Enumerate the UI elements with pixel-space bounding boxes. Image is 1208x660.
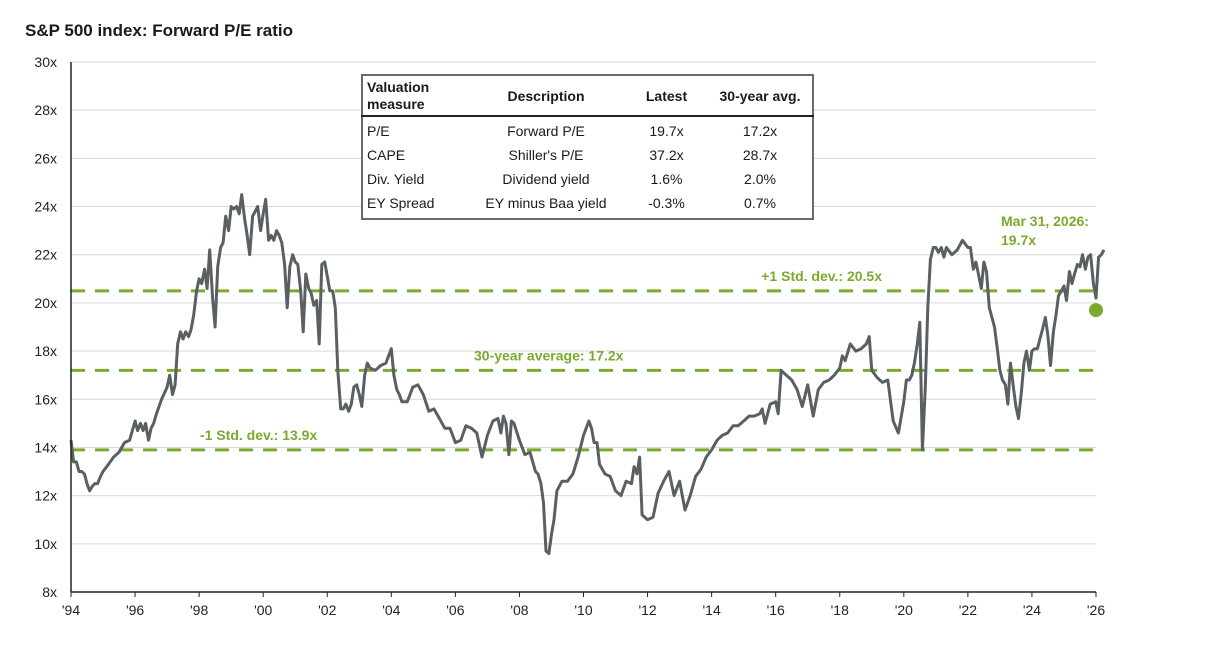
x-axis-ticks: '94 '96 '98 '00 '02 '04 '06 '08 '10 '12 '14 '16 '18 '… bbox=[62, 592, 1105, 618]
table-row: EY Spread EY minus Baa yield -0.3% 0.7% bbox=[362, 191, 813, 219]
x-tick-label: '20 bbox=[895, 602, 913, 618]
x-tick-label: '96 bbox=[126, 602, 144, 618]
table-header-row: Valuation measure Description Latest 30-… bbox=[362, 75, 813, 117]
x-tick-label: '24 bbox=[1023, 602, 1041, 618]
x-tick-label: '04 bbox=[382, 602, 400, 618]
series-line-forward-pe bbox=[69, 193, 1106, 555]
y-tick-label: 20x bbox=[34, 295, 57, 311]
x-tick-label: '06 bbox=[446, 602, 464, 618]
header-valuation-measure: Valuation measure bbox=[362, 75, 467, 117]
y-tick-label: 16x bbox=[34, 391, 57, 407]
x-tick-label: '14 bbox=[703, 602, 721, 618]
valuation-measures-table: Valuation measure Description Latest 30-… bbox=[361, 74, 814, 220]
cell-latest: -0.3% bbox=[648, 195, 685, 211]
x-tick-label: '94 bbox=[62, 602, 80, 618]
annotation-date-label: Mar 31, 2026: bbox=[1001, 213, 1089, 229]
y-axis-ticks: 8x 10x 12x 14x 16x 18x 20x 22x 24x 26x 28x 30x bbox=[34, 54, 57, 600]
latest-value-marker bbox=[1089, 303, 1103, 318]
header-description: Description bbox=[467, 75, 625, 117]
x-tick-label: '26 bbox=[1087, 602, 1105, 618]
cell-description: EY minus Baa yield bbox=[485, 195, 607, 211]
y-tick-label: 14x bbox=[34, 439, 57, 455]
y-tick-label: 26x bbox=[34, 150, 57, 166]
y-tick-label: 10x bbox=[34, 536, 57, 552]
cell-latest: 1.6% bbox=[650, 171, 683, 187]
cell-measure: EY Spread bbox=[367, 195, 435, 211]
latest-annotation: Mar 31, 2026: 19.7x bbox=[1001, 213, 1103, 318]
cell-avg: 0.7% bbox=[744, 195, 776, 211]
cell-measure: CAPE bbox=[367, 147, 406, 163]
reference-label-plus-one-std: +1 Std. dev.: 20.5x bbox=[761, 268, 882, 284]
table-row: CAPE Shiller's P/E 37.2x 28.7x bbox=[362, 143, 813, 167]
x-tick-label: '10 bbox=[574, 602, 592, 618]
y-tick-label: 30x bbox=[34, 54, 57, 70]
cell-latest: 19.7x bbox=[649, 123, 684, 139]
x-tick-label: '18 bbox=[831, 602, 849, 618]
reference-lines: +1 Std. dev.: 20.5x 30-year average: 17.2… bbox=[71, 268, 1096, 452]
y-tick-label: 18x bbox=[34, 343, 57, 359]
table-row: Div. Yield Dividend yield 1.6% 2.0% bbox=[362, 167, 813, 191]
cell-description: Shiller's P/E bbox=[508, 147, 584, 163]
cell-description: Forward P/E bbox=[507, 123, 585, 139]
y-tick-label: 8x bbox=[42, 584, 57, 600]
x-tick-label: '22 bbox=[959, 602, 977, 618]
cell-avg: 2.0% bbox=[744, 171, 776, 187]
cell-measure: Div. Yield bbox=[367, 171, 425, 187]
reference-label-thirty-year-average: 30-year average: 17.2x bbox=[474, 347, 624, 363]
annotation-value-label: 19.7x bbox=[1001, 232, 1036, 248]
table-row: P/E Forward P/E 19.7x 17.2x bbox=[362, 116, 813, 143]
y-tick-label: 28x bbox=[34, 102, 57, 118]
x-tick-label: '16 bbox=[767, 602, 785, 618]
header-30yr-avg: 30-year avg. bbox=[708, 75, 813, 117]
chart-title: S&P 500 index: Forward P/E ratio bbox=[25, 21, 293, 40]
header-latest: Latest bbox=[625, 75, 708, 117]
reference-label-minus-one-std: -1 Std. dev.: 13.9x bbox=[200, 427, 317, 443]
cell-measure: P/E bbox=[367, 123, 390, 139]
x-tick-label: '00 bbox=[254, 602, 272, 618]
y-tick-label: 12x bbox=[34, 488, 57, 504]
x-tick-label: '98 bbox=[190, 602, 208, 618]
x-tick-label: '02 bbox=[318, 602, 336, 618]
cell-avg: 28.7x bbox=[742, 147, 778, 163]
y-tick-label: 22x bbox=[34, 247, 57, 263]
x-tick-label: '08 bbox=[510, 602, 528, 618]
x-tick-label: '12 bbox=[638, 602, 656, 618]
cell-latest: 37.2x bbox=[649, 147, 684, 163]
y-tick-label: 24x bbox=[34, 199, 57, 215]
cell-avg: 17.2x bbox=[742, 123, 778, 139]
cell-description: Dividend yield bbox=[502, 171, 590, 187]
